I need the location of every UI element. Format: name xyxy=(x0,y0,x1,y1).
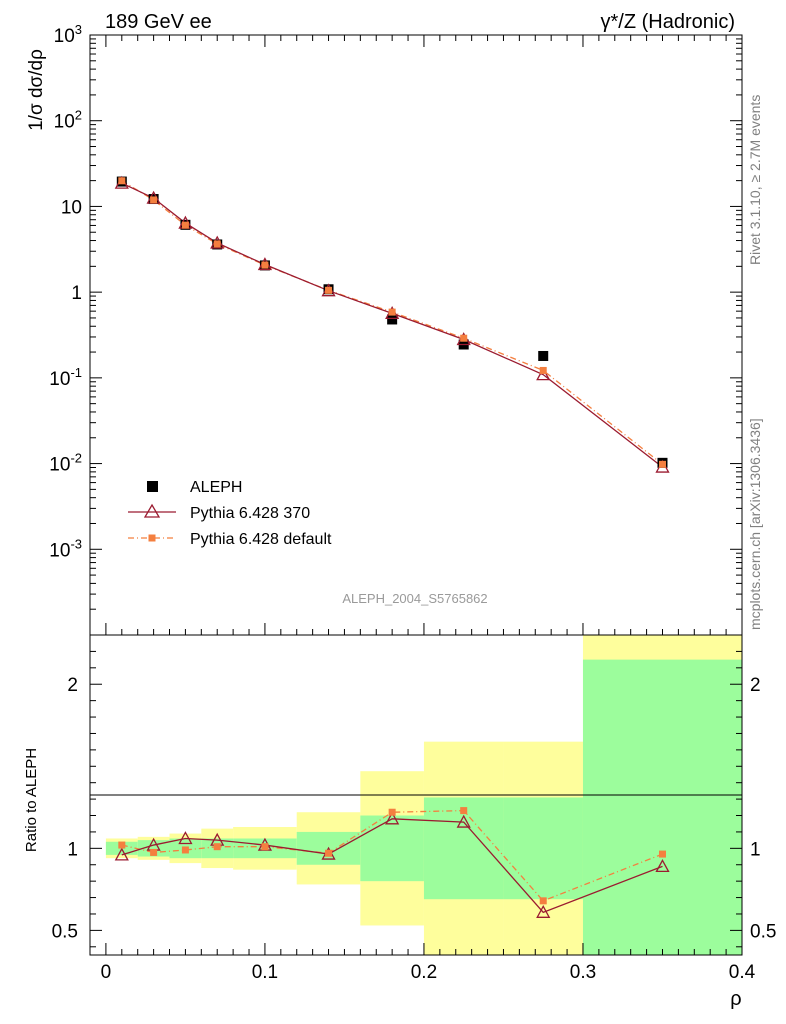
ratio-pythia370-line xyxy=(121,818,663,914)
ratio-pythiadefault-point xyxy=(213,843,221,851)
ratio-pythia370-point xyxy=(385,811,400,825)
ratio-band-inner xyxy=(582,659,742,955)
main-pythia370-point xyxy=(536,367,551,381)
main-pythia370-line xyxy=(121,182,663,468)
main-pythiadefault-point xyxy=(150,196,158,204)
main-y-axis-label: 1/σ dσ/dρ xyxy=(26,49,47,131)
main-pythiadefault-point xyxy=(460,334,468,342)
main-y-tick-label: 10-2 xyxy=(49,451,82,476)
ratio-y-tick-label-left: 0.5 xyxy=(52,921,78,942)
legend-aleph-label: ALEPH xyxy=(190,479,242,496)
ratio-y-tick-label-right: 0.5 xyxy=(750,921,776,942)
x-tick-label: 0.2 xyxy=(411,962,437,983)
energy-label: 189 GeV ee xyxy=(105,11,212,33)
ratio-y-tick-label-right: 2 xyxy=(750,675,761,696)
ratio-pythia370-point xyxy=(114,847,129,861)
ratio-pythiadefault-line xyxy=(121,809,663,902)
ratio-pythiadefault-point xyxy=(181,846,189,854)
ratio-band-inner xyxy=(360,815,424,882)
ratio-y-axis-label: Ratio to ALEPH xyxy=(23,748,40,852)
x-tick-label: 0 xyxy=(101,962,112,983)
mcplots-label: mcplots.cern.ch [arXiv:1306.3436] xyxy=(747,418,763,630)
legend-aleph-marker xyxy=(147,481,158,492)
ratio-band-inner xyxy=(423,797,504,900)
main-pythiadefault-point xyxy=(213,240,221,248)
legend-pythia370-marker xyxy=(143,503,161,518)
main-aleph-point xyxy=(387,314,398,325)
ratio-pythiadefault-point xyxy=(388,808,396,816)
legend-pythia370-label: Pythia 6.428 370 xyxy=(190,505,310,522)
main-y-tick-label: 10-1 xyxy=(49,365,82,390)
main-pythiadefault-point xyxy=(261,261,269,269)
legend-pythiadefault-label: Pythia 6.428 default xyxy=(190,531,332,548)
main-series-group xyxy=(114,175,670,473)
ratio-band-inner xyxy=(503,797,583,900)
main-frame xyxy=(89,34,743,636)
main-y-tick-label: 10-3 xyxy=(49,536,82,561)
analysis-id: ALEPH_2004_S5765862 xyxy=(342,591,487,606)
main-pythiadefault-point xyxy=(118,177,126,185)
ratio-y-tick-label-left: 2 xyxy=(67,675,78,696)
x-tick-label: 0.4 xyxy=(729,962,756,983)
ratio-pythiadefault-point xyxy=(261,843,269,851)
ratio-pythia370-point xyxy=(536,904,551,918)
ratio-pythia370-point xyxy=(655,859,670,873)
ratio-y-tick-label-right: 1 xyxy=(750,839,761,860)
legend-pythiadefault-marker xyxy=(148,534,156,542)
main-pythiadefault-point xyxy=(658,460,666,468)
main-y-tick-label: 102 xyxy=(54,108,82,133)
process-label: γ*/Z (Hadronic) xyxy=(601,11,735,33)
main-y-tick-label: 1 xyxy=(71,283,82,304)
main-aleph-point xyxy=(538,350,549,361)
ratio-series-group xyxy=(114,807,670,918)
ratio-pythiadefault-point xyxy=(118,841,126,849)
ratio-pythia370-point xyxy=(178,831,193,845)
main-y-tick-label: 103 xyxy=(54,22,82,47)
main-pythiadefault-point xyxy=(181,221,189,229)
ratio-pythiadefault-point xyxy=(150,848,158,856)
ratio-y-tick-label-left: 1 xyxy=(67,839,78,860)
ratio-pythiadefault-point xyxy=(658,850,666,858)
x-axis-label: ρ xyxy=(730,988,741,1010)
ratio-frame xyxy=(89,634,743,956)
x-tick-label: 0.3 xyxy=(570,962,596,983)
legend: ALEPH Pythia 6.428 370 Pythia 6.428 defa… xyxy=(128,479,332,548)
ratio-y-ticks: 0.5 0.5 1 1 2 2 xyxy=(52,650,776,948)
main-y-tick-label: 10 xyxy=(61,197,82,218)
rivet-label: Rivet 3.1.10, ≥ 2.7M events xyxy=(747,95,763,265)
main-pythiadefault-point xyxy=(388,308,396,316)
ratio-pythiadefault-point xyxy=(325,849,333,857)
x-axis-ticks: 0 0.1 0.2 0.3 0.4 xyxy=(101,35,756,983)
ratio-pythia370-point xyxy=(456,814,471,828)
main-pythiadefault-point xyxy=(539,366,547,374)
ratio-pythiadefault-point xyxy=(460,807,468,815)
main-pythiadefault-point xyxy=(325,286,333,294)
main-pythiadefault-line xyxy=(121,180,663,465)
x-tick-label: 0.1 xyxy=(252,962,278,983)
ratio-pythiadefault-point xyxy=(539,897,547,905)
